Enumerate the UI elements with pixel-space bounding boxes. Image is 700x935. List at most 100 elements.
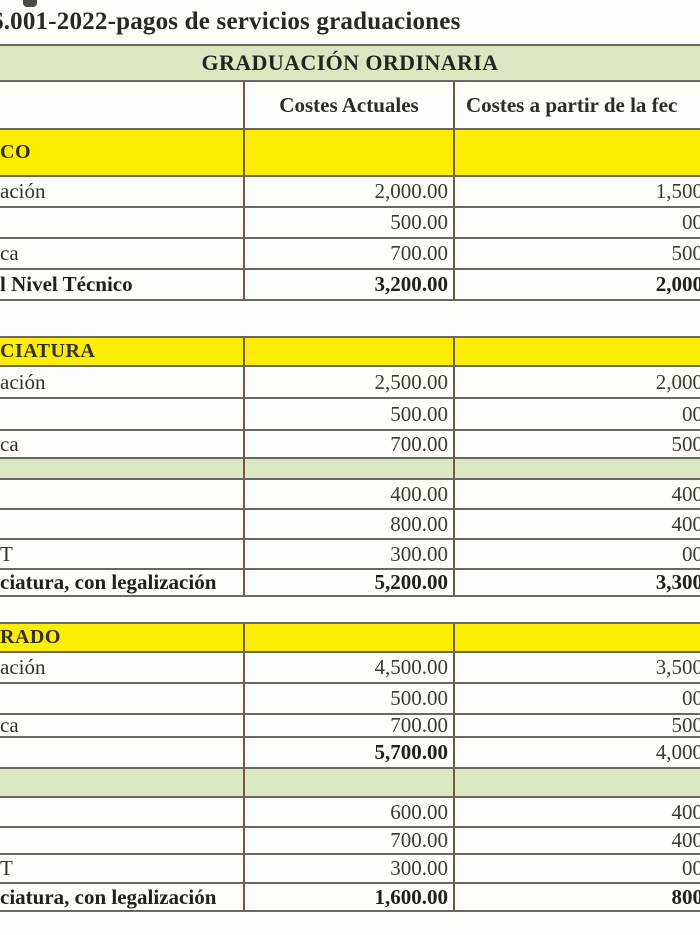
table-licenciatura: CIATURAación2,500.002,000500.0000ca700.0… bbox=[0, 336, 700, 597]
table-row: ciatura, con legalización 1,600.00 800 bbox=[0, 884, 700, 912]
table-nivel-tecnico: GRADUACIÓN ORDINARIA Costes Actuales Cos… bbox=[0, 44, 700, 301]
table-row: T 300.0000 bbox=[0, 855, 700, 884]
section-band-cell bbox=[243, 338, 453, 365]
cost-upcoming-cell: 00 bbox=[453, 684, 700, 713]
table-main-header: GRADUACIÓN ORDINARIA bbox=[201, 50, 499, 75]
cost-upcoming-cell: 4,000 bbox=[453, 738, 700, 767]
stray-ink-mark bbox=[23, 0, 37, 7]
row-label bbox=[0, 684, 243, 713]
cost-current-cell: 3,200.00 bbox=[243, 270, 453, 299]
cost-current-cell: 700.00 bbox=[243, 239, 453, 268]
cost-upcoming-cell: 500 bbox=[453, 431, 700, 457]
cost-upcoming-cell: 00 bbox=[453, 855, 700, 882]
spacer-cell bbox=[0, 769, 243, 796]
row-label bbox=[0, 738, 243, 767]
table-row: ación 4,500.00 3,500 bbox=[0, 653, 700, 684]
row-label: ación bbox=[0, 369, 46, 394]
section-band-cell bbox=[453, 624, 700, 651]
cost-current-cell: 300.00 bbox=[243, 855, 453, 882]
cost-current-cell: 500.00 bbox=[243, 399, 453, 429]
row-label bbox=[0, 510, 243, 538]
section-band-row: RADO bbox=[0, 624, 700, 653]
section-band-row: CIATURA bbox=[0, 338, 700, 367]
table-row: ación 2,000.00 1,500 bbox=[0, 177, 700, 208]
spacer-cell bbox=[243, 459, 453, 478]
cost-upcoming-cell: 400 bbox=[453, 798, 700, 826]
table-row: 5,700.00 4,000 bbox=[0, 738, 700, 769]
col-header-empty bbox=[0, 82, 243, 128]
cost-current-cell: 300.00 bbox=[243, 540, 453, 568]
row-label: T bbox=[0, 856, 13, 880]
cost-upcoming-cell: 400 bbox=[453, 828, 700, 853]
cost-current-cell: 700.00 bbox=[243, 431, 453, 457]
cost-upcoming-cell: 2,000 bbox=[453, 367, 700, 397]
row-label bbox=[0, 208, 243, 237]
row-label bbox=[0, 798, 243, 826]
cost-upcoming-cell: 00 bbox=[453, 540, 700, 568]
section-band-cell bbox=[453, 130, 700, 175]
row-label: T bbox=[0, 541, 13, 566]
table-row: l Nivel Técnico 3,200.00 2,000 bbox=[0, 270, 700, 301]
spacer-cell bbox=[0, 459, 243, 478]
cost-upcoming-cell: 3,300 bbox=[453, 570, 700, 595]
row-label: ca bbox=[0, 431, 19, 456]
cost-current-cell: 500.00 bbox=[243, 208, 453, 237]
cost-upcoming-cell: 00 bbox=[453, 208, 700, 237]
table-posgrado: RADOación4,500.003,500500.0000ca700.0050… bbox=[0, 622, 700, 912]
cost-current-cell: 1,600.00 bbox=[243, 884, 453, 910]
table-row: ca 700.00 500 bbox=[0, 715, 700, 738]
table-row: 700.00 400 bbox=[0, 828, 700, 855]
section-band-cell bbox=[243, 624, 453, 651]
document-title-text: 6.001-2022-pagos de servicios graduacion… bbox=[0, 8, 461, 35]
section-band-cell bbox=[453, 338, 700, 365]
row-label bbox=[0, 828, 243, 853]
cost-current-cell: 500.00 bbox=[243, 684, 453, 713]
cost-current-cell: 2,500.00 bbox=[243, 367, 453, 397]
column-header-row: Costes Actuales Costes a partir de la fe… bbox=[0, 82, 700, 130]
cost-current-cell: 5,700.00 bbox=[243, 738, 453, 767]
row-label bbox=[0, 399, 243, 429]
table-row: 400.00 400 bbox=[0, 480, 700, 510]
cost-upcoming-cell: 400 bbox=[453, 510, 700, 538]
row-label: ación bbox=[0, 655, 46, 679]
table-row: 500.0000 bbox=[0, 399, 700, 431]
cost-current-cell: 600.00 bbox=[243, 798, 453, 826]
col-header-costes-actuales: Costes Actuales bbox=[243, 82, 453, 128]
table-row: ca 700.00 500 bbox=[0, 431, 700, 459]
cost-current-cell: 5,200.00 bbox=[243, 570, 453, 595]
section-band-label: CO bbox=[0, 141, 31, 163]
row-label: ciatura, con legalización bbox=[0, 884, 217, 909]
cost-upcoming-cell: 800 bbox=[453, 884, 700, 910]
cost-upcoming-cell: 2,000 bbox=[453, 270, 700, 299]
section-band-label: CIATURA bbox=[0, 340, 96, 362]
row-label: ciatura, con legalización bbox=[0, 570, 217, 594]
spacer-cell bbox=[243, 769, 453, 796]
spacer-cell bbox=[453, 459, 700, 478]
cost-upcoming-cell: 1,500 bbox=[453, 177, 700, 206]
table-row: 800.00 400 bbox=[0, 510, 700, 540]
table-row: ciatura, con legalización 5,200.00 3,300 bbox=[0, 570, 700, 597]
table-row: 600.00 400 bbox=[0, 798, 700, 828]
cost-current-cell: 400.00 bbox=[243, 480, 453, 508]
row-label bbox=[0, 480, 243, 508]
row-label: ca bbox=[0, 715, 19, 736]
row-label: l Nivel Técnico bbox=[0, 272, 133, 296]
cost-current-cell: 2,000.00 bbox=[243, 177, 453, 206]
row-label: ca bbox=[0, 241, 19, 265]
green-spacer-row bbox=[0, 769, 700, 798]
green-spacer-row bbox=[0, 459, 700, 480]
cost-upcoming-cell: 400 bbox=[453, 480, 700, 508]
table-row: 500.0000 bbox=[0, 208, 700, 239]
cost-upcoming-cell: 500 bbox=[453, 239, 700, 268]
cost-current-cell: 800.00 bbox=[243, 510, 453, 538]
table-main-header-row: GRADUACIÓN ORDINARIA bbox=[0, 46, 700, 82]
col-header-costes-a-partir: Costes a partir de la fec bbox=[453, 82, 700, 128]
cost-current-cell: 4,500.00 bbox=[243, 653, 453, 682]
document-title: 6.001-2022-pagos de servicios graduacion… bbox=[0, 8, 700, 42]
cost-current-cell: 700.00 bbox=[243, 828, 453, 853]
spacer-cell bbox=[453, 769, 700, 796]
section-band-row: CO bbox=[0, 130, 700, 177]
section-band-cell bbox=[243, 130, 453, 175]
table-row: ación 2,500.00 2,000 bbox=[0, 367, 700, 399]
row-label: ación bbox=[0, 179, 46, 203]
